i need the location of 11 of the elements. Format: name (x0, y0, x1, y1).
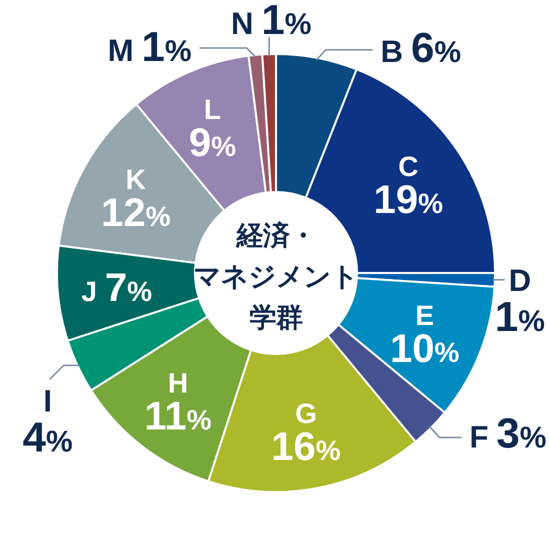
data-label: 6% (411, 24, 462, 71)
slice-label: F (469, 419, 488, 454)
slice-label: B (380, 34, 404, 69)
slice-label: M (108, 32, 134, 68)
data-label: 7% (104, 266, 152, 310)
data-label: 3% (496, 409, 546, 456)
slice-label: J (81, 276, 97, 308)
slice-label: N (230, 6, 254, 42)
data-label: 1% (261, 0, 312, 44)
data-label: 1% (142, 22, 192, 70)
text: 経済・マネジメント学群 (194, 220, 358, 334)
